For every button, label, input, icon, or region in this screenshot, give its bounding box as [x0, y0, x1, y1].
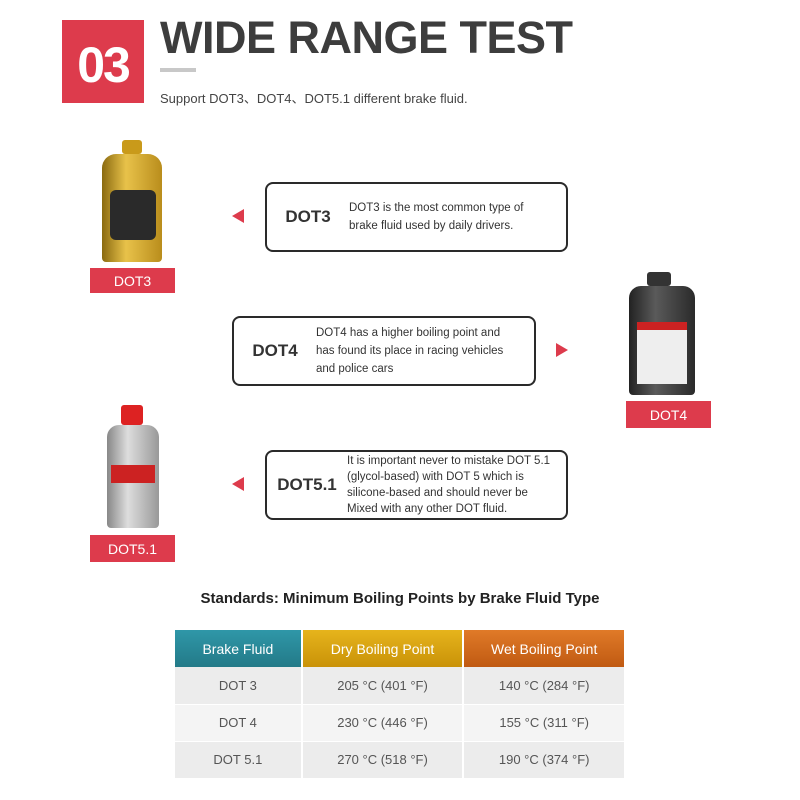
title-divider: [160, 68, 196, 72]
dot4-tag: DOT4: [626, 401, 711, 428]
page-title: WIDE RANGE TEST: [160, 12, 573, 63]
page-subtitle: Support DOT3、DOT4、DOT5.1 different brake…: [160, 91, 468, 106]
dot5-1-name: DOT5.1: [277, 475, 337, 494]
dot4-callout: DOT4 DOT4 has a higher boiling point and…: [232, 316, 536, 386]
cell-wet: 140 °C (284 °F): [463, 667, 626, 705]
dot3-bottle-image: [100, 140, 165, 262]
dot4-name: DOT4: [252, 341, 298, 360]
arrow-left-icon: [232, 209, 244, 223]
table-row: DOT 3 205 °C (401 °F) 140 °C (284 °F): [175, 667, 626, 705]
table-title: Standards: Minimum Boiling Points by Bra…: [200, 590, 600, 607]
header-wet-boiling-point: Wet Boiling Point: [463, 630, 626, 667]
cell-fluid: DOT 4: [175, 704, 303, 742]
dot3-callout: DOT3 DOT3 is the most common type of bra…: [265, 182, 568, 252]
cell-wet: 190 °C (374 °F): [463, 741, 626, 779]
table-header-row: Brake Fluid Dry Boiling Point Wet Boilin…: [175, 630, 626, 667]
header-dry-boiling-point: Dry Boiling Point: [301, 630, 465, 667]
boiling-points-table: Brake Fluid Dry Boiling Point Wet Boilin…: [175, 630, 626, 779]
arrow-left-icon: [232, 477, 244, 491]
dot4-bottle-image: [625, 272, 700, 395]
dot5-1-description: It is important never to mistake DOT 5.1…: [347, 455, 551, 515]
dot5-1-tag: DOT5.1: [90, 535, 175, 562]
cell-dry: 205 °C (401 °F): [301, 667, 465, 705]
dot3-name: DOT3: [285, 207, 331, 226]
arrow-right-icon: [556, 343, 568, 357]
section-number-badge: 03: [62, 20, 144, 103]
cell-wet: 155 °C (311 °F): [463, 704, 626, 742]
cell-dry: 270 °C (518 °F): [301, 741, 465, 779]
cell-dry: 230 °C (446 °F): [301, 704, 465, 742]
dot3-description: DOT3 is the most common type of brake fl…: [349, 202, 524, 232]
header-brake-fluid: Brake Fluid: [175, 630, 303, 667]
cell-fluid: DOT 3: [175, 667, 303, 705]
dot4-description: DOT4 has a higher boiling point and has …: [316, 327, 504, 375]
table-row: DOT 5.1 270 °C (518 °F) 190 °C (374 °F): [175, 741, 626, 779]
dot3-tag: DOT3: [90, 268, 175, 293]
dot5-1-callout: DOT5.1 It is important never to mistake …: [265, 450, 568, 520]
table-row: DOT 4 230 °C (446 °F) 155 °C (311 °F): [175, 704, 626, 742]
dot5-1-bottle-image: [105, 405, 161, 528]
cell-fluid: DOT 5.1: [175, 741, 303, 779]
